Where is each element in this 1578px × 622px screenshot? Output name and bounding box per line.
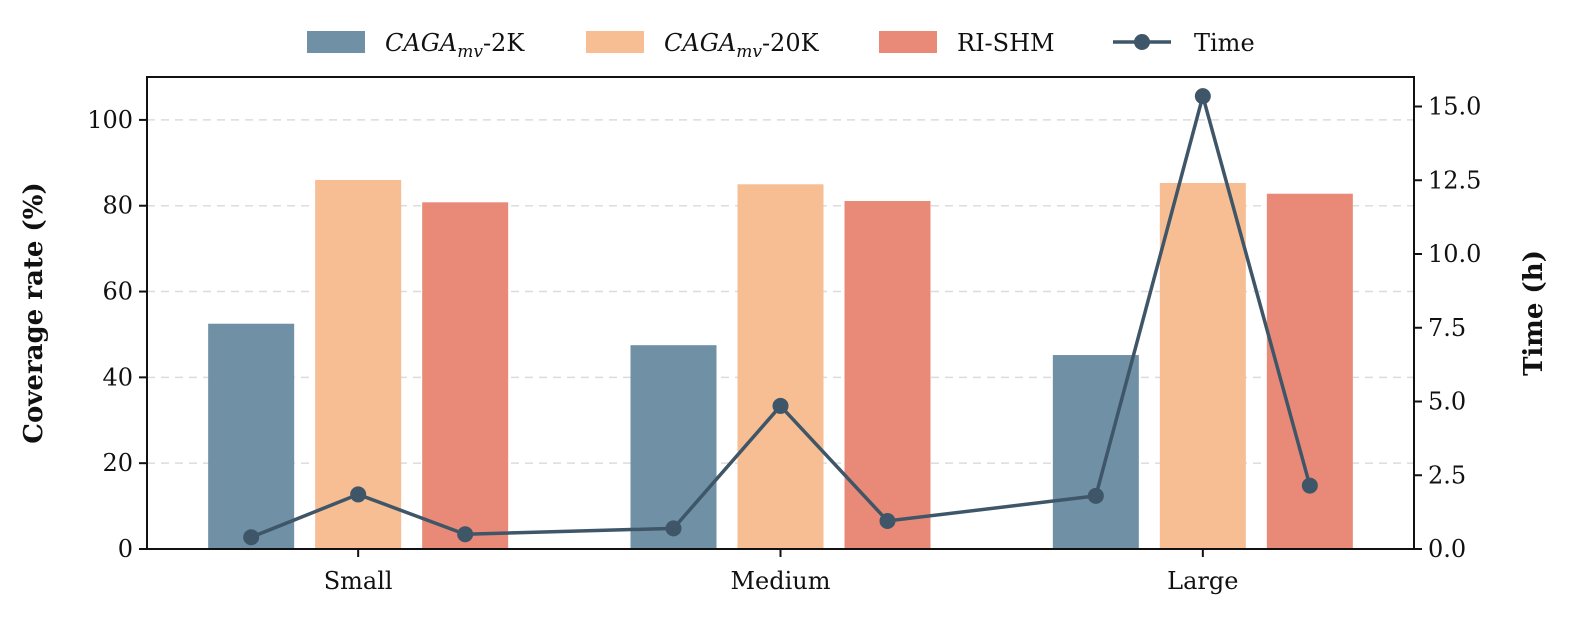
y-axis-title: Coverage rate (%) [19, 182, 49, 443]
time-point [350, 486, 367, 503]
y-tick-label: 40 [102, 363, 133, 391]
x-tick-label: Large [1167, 567, 1238, 595]
time-point [1301, 477, 1318, 494]
legend: CAGAmv-2K CAGAmv-20K RI-SHM Time [307, 29, 1255, 62]
bar-group [208, 179, 1353, 550]
y2-tick-label: 10.0 [1428, 240, 1481, 268]
legend-label: RI-SHM [957, 29, 1055, 57]
x-tick-label: Small [324, 567, 393, 595]
time-point [457, 526, 474, 543]
bar-small-1 [208, 323, 295, 549]
y-tick-label: 20 [102, 449, 133, 477]
bar-large-2 [1159, 182, 1246, 549]
y2-tick-label: 5.0 [1428, 388, 1466, 416]
time-point [879, 512, 896, 529]
legend-swatch [879, 31, 937, 53]
time-point [772, 397, 789, 414]
x-tick-label: Medium [730, 567, 830, 595]
legend-swatch [307, 31, 365, 53]
legend-label: CAGAmv-2K [385, 29, 525, 62]
y2-tick-label: 7.5 [1428, 314, 1466, 342]
axes: 0 20 40 60 80 100 0.0 2.5 5.0 7.5 10.0 12.5 15.0 Smal… [87, 93, 1481, 596]
bar-small-3 [422, 202, 509, 549]
bar-medium-2 [737, 184, 824, 550]
y2-tick-label: 0.0 [1428, 535, 1466, 563]
legend-swatch [586, 31, 644, 53]
y-tick-label: 100 [87, 106, 133, 134]
time-point [665, 520, 682, 537]
y-tick-label: 80 [102, 192, 133, 220]
legend-line-marker [1134, 34, 1150, 50]
y2-tick-label: 12.5 [1428, 166, 1481, 194]
legend-label: CAGAmv-20K [664, 29, 820, 62]
y-tick-label: 60 [102, 278, 133, 306]
legend-label-time: Time [1194, 29, 1255, 57]
y-tick-label: 0 [118, 535, 133, 563]
y2-tick-label: 2.5 [1428, 461, 1466, 489]
y2-tick-label: 15.0 [1428, 93, 1481, 121]
time-point [1194, 88, 1211, 105]
time-line-group [243, 88, 1318, 546]
y2-axis-title: Time (h) [1519, 250, 1549, 376]
time-point [1087, 487, 1104, 504]
bar-medium-3 [844, 201, 931, 550]
time-point [243, 529, 260, 546]
bar-medium-1 [630, 345, 717, 549]
